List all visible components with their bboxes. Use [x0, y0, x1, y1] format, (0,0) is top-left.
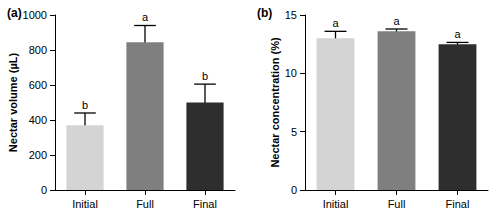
svg-text:0: 0 [291, 184, 297, 196]
svg-text:b: b [82, 99, 88, 111]
svg-text:1000: 1000 [23, 9, 47, 21]
svg-text:Full: Full [136, 198, 154, 210]
svg-text:a: a [332, 17, 339, 29]
svg-text:Initial: Initial [72, 198, 98, 210]
svg-text:Final: Final [193, 198, 217, 210]
svg-text:a: a [393, 15, 400, 27]
svg-text:Full: Full [388, 198, 406, 210]
svg-text:800: 800 [29, 44, 47, 56]
svg-text:Initial: Initial [323, 198, 349, 210]
svg-text:Final: Final [446, 198, 470, 210]
svg-text:15: 15 [285, 9, 297, 21]
svg-text:(a): (a) [7, 6, 22, 20]
svg-text:200: 200 [29, 149, 47, 161]
svg-text:600: 600 [29, 79, 47, 91]
svg-text:400: 400 [29, 114, 47, 126]
svg-text:Nectar volume (µL): Nectar volume (µL) [7, 53, 19, 153]
svg-text:a: a [142, 11, 149, 23]
svg-text:5: 5 [291, 126, 297, 138]
svg-text:a: a [454, 28, 461, 40]
svg-text:(b): (b) [257, 6, 272, 20]
svg-text:10: 10 [285, 67, 297, 79]
svg-text:b: b [202, 70, 208, 82]
svg-text:Nectar concentration (%): Nectar concentration (%) [269, 37, 281, 168]
svg-text:0: 0 [41, 184, 47, 196]
